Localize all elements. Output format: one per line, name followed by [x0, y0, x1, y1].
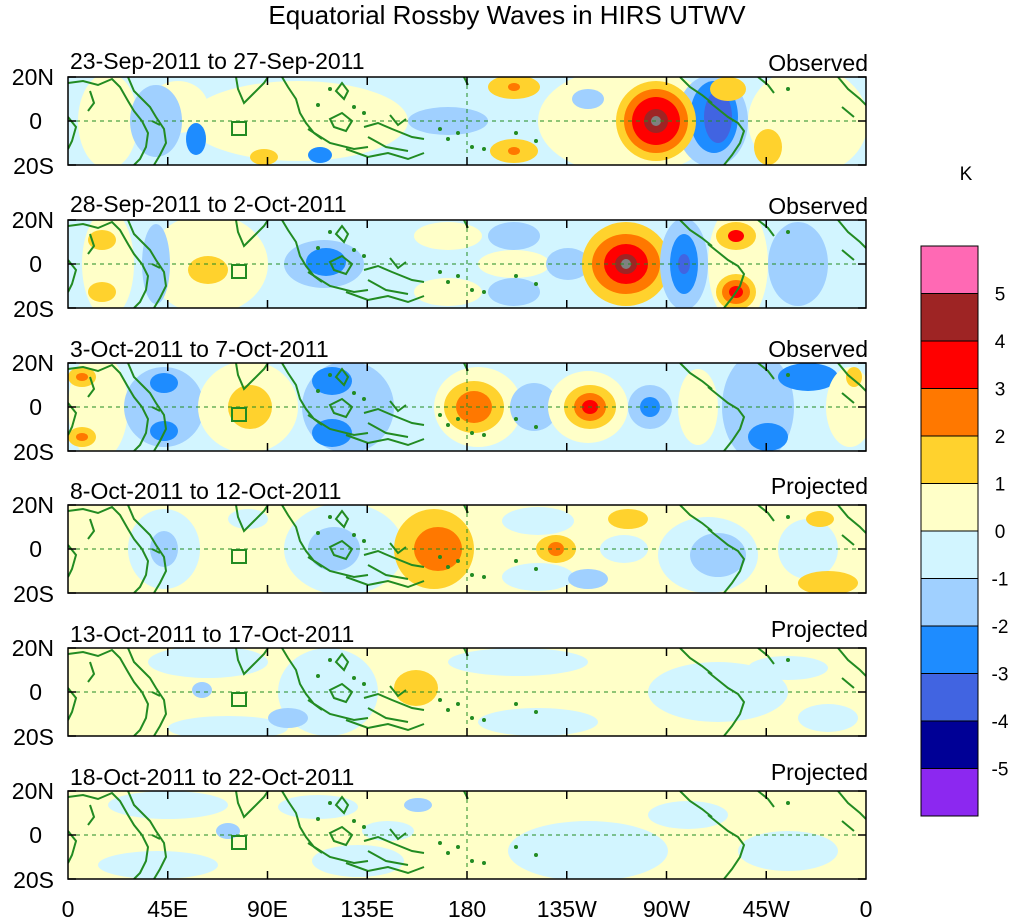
lat-label-20s: 20S — [13, 296, 54, 322]
lon-label: 45W — [743, 896, 791, 922]
lat-label-0: 0 — [29, 822, 42, 848]
lat-label-0: 0 — [29, 536, 42, 562]
panel-status: Projected — [771, 616, 868, 642]
lat-label-20n: 20N — [12, 778, 54, 804]
colorbar-swatch — [920, 340, 979, 389]
colorbar-label: -1 — [992, 570, 1009, 591]
colorbar-swatch — [920, 768, 979, 817]
colorbar-swatches — [920, 245, 979, 817]
map-panel-2: 28-Sep-2011 to 2-Oct-2011 Observed 20N 0… — [12, 191, 868, 322]
lon-label: 135W — [537, 896, 597, 922]
colorbar-label: 1 — [995, 475, 1006, 496]
map-panel-6: 18-Oct-2011 to 22-Oct-2011 Projected 20N… — [12, 759, 868, 893]
lat-label-20n: 20N — [12, 64, 54, 90]
lat-label-0: 0 — [29, 679, 42, 705]
lon-label: 45E — [147, 896, 188, 922]
panel-status: Observed — [768, 193, 868, 219]
lat-label-20n: 20N — [12, 350, 54, 376]
colorbar-label: -4 — [992, 712, 1009, 733]
lat-label-20n: 20N — [12, 492, 54, 518]
panel-status: Projected — [771, 759, 868, 785]
map-panel-5: 13-Oct-2011 to 17-Oct-2011 Projected 20N… — [12, 616, 868, 750]
lat-label-20s: 20S — [13, 153, 54, 179]
lon-label: 135E — [340, 896, 394, 922]
lat-label-20s: 20S — [13, 439, 54, 465]
colorbar-swatch — [920, 625, 979, 674]
colorbar-swatch — [920, 578, 979, 627]
panel-status: Observed — [768, 336, 868, 362]
lat-label-0: 0 — [29, 251, 42, 277]
colorbar-label: -3 — [992, 665, 1009, 686]
lon-label: 0 — [860, 896, 873, 922]
panel-status: Observed — [768, 50, 868, 76]
colorbar-label: -5 — [992, 760, 1009, 781]
colorbar-swatch — [920, 388, 979, 437]
lat-label-20n: 20N — [12, 635, 54, 661]
colorbar-label: 5 — [995, 285, 1006, 306]
map-panel-1: 23-Sep-2011 to 27-Sep-2011 Observed 20N … — [12, 48, 868, 179]
panel-date-range: 23-Sep-2011 to 27-Sep-2011 — [70, 48, 365, 74]
panel-date-range: 8-Oct-2011 to 12-Oct-2011 — [70, 478, 341, 504]
figure-title: Equatorial Rossby Waves in HIRS UTWV — [268, 0, 746, 30]
lon-label: 180 — [448, 896, 486, 922]
lon-label: 90E — [247, 896, 288, 922]
colorbar-swatch — [920, 673, 979, 722]
colorbar-swatch — [920, 435, 979, 484]
lat-label-0: 0 — [29, 394, 42, 420]
panel-status: Projected — [771, 473, 868, 499]
colorbar-labels: 5 4 3 2 1 0 -1 -2 -3 -4 -5 — [992, 285, 1009, 781]
panel-date-range: 3-Oct-2011 to 7-Oct-2011 — [70, 336, 329, 362]
lat-label-20s: 20S — [13, 867, 54, 893]
lat-label-20s: 20S — [13, 724, 54, 750]
colorbar-label: 0 — [995, 522, 1006, 543]
lon-label: 0 — [62, 896, 75, 922]
colorbar-swatch — [920, 293, 979, 342]
colorbar: K 5 4 3 2 1 0 -1 -2 -3 -4 -5 — [920, 164, 1009, 817]
colorbar-unit: K — [960, 164, 973, 185]
colorbar-label: 2 — [995, 427, 1006, 448]
colorbar-swatch — [920, 245, 979, 294]
colorbar-swatch — [920, 483, 979, 532]
colorbar-label: -2 — [992, 617, 1009, 638]
lon-label: 90W — [643, 896, 691, 922]
lat-label-20n: 20N — [12, 207, 54, 233]
colorbar-label: 3 — [995, 380, 1006, 401]
panel-date-range: 18-Oct-2011 to 22-Oct-2011 — [70, 764, 354, 790]
lon-axis-labels: 0 45E 90E 135E 180 135W 90W 45W 0 — [62, 896, 873, 922]
panel-date-range: 13-Oct-2011 to 17-Oct-2011 — [70, 621, 354, 647]
colorbar-swatch — [920, 530, 979, 579]
lat-label-0: 0 — [29, 108, 42, 134]
map-panel-3: 3-Oct-2011 to 7-Oct-2011 Observed 20N 0 … — [12, 336, 868, 465]
colorbar-label: 4 — [995, 332, 1006, 353]
colorbar-swatch — [920, 720, 979, 769]
lat-label-20s: 20S — [13, 581, 54, 607]
map-panel-4: 8-Oct-2011 to 12-Oct-2011 Projected 20N … — [12, 473, 868, 607]
panel-date-range: 28-Sep-2011 to 2-Oct-2011 — [70, 191, 347, 217]
contour-fills — [78, 77, 866, 165]
